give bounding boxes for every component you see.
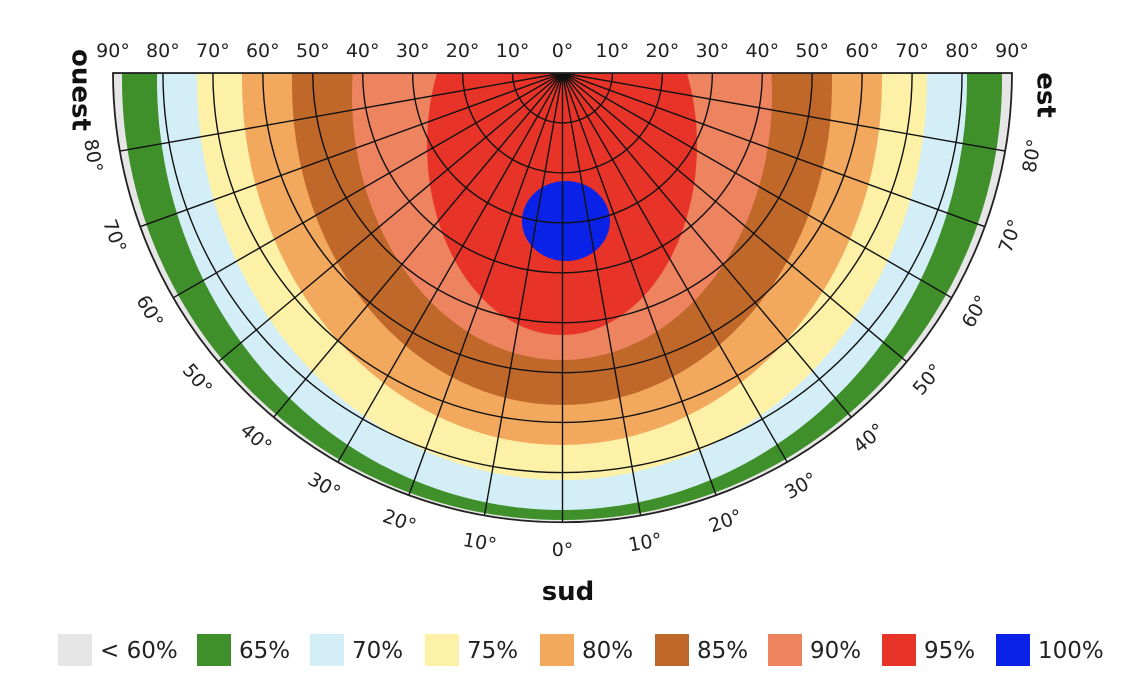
legend-label: 70% bbox=[352, 638, 403, 664]
rim-tick-label: 50° bbox=[909, 360, 948, 400]
azimuth-line bbox=[561, 73, 642, 516]
legend-label: 100% bbox=[1038, 638, 1104, 664]
legend-label: 95% bbox=[924, 638, 975, 664]
top-tick-label: 60° bbox=[246, 40, 280, 62]
azimuth-line bbox=[561, 73, 852, 418]
top-tick-label: 10° bbox=[596, 40, 630, 62]
rim-tick-label: 40° bbox=[849, 419, 889, 458]
azimuth-line bbox=[562, 73, 953, 299]
legend-swatch bbox=[655, 634, 689, 666]
legend-swatch bbox=[882, 634, 916, 666]
rim-tick-label: 70° bbox=[995, 217, 1027, 256]
rim-tick-label: 30° bbox=[781, 468, 821, 504]
top-tick-label: 70° bbox=[895, 40, 929, 62]
rim-tick-label: 10° bbox=[627, 529, 664, 557]
rim-tick-label: 70° bbox=[98, 217, 130, 256]
azimuth-line bbox=[273, 73, 564, 418]
rim-tick-label: 80° bbox=[1018, 137, 1046, 174]
legend-swatch bbox=[197, 634, 231, 666]
rim-tick-label: 80° bbox=[79, 137, 107, 174]
legend-label: < 60% bbox=[100, 638, 178, 664]
top-tick-label: 10° bbox=[496, 40, 530, 62]
zone-100 bbox=[522, 181, 610, 261]
rim-tick-label: 30° bbox=[304, 468, 344, 504]
top-tick-label: 80° bbox=[146, 40, 180, 62]
rim-tick-label: 40° bbox=[236, 419, 276, 458]
top-tick-label: 30° bbox=[396, 40, 430, 62]
top-tick-label: 0° bbox=[552, 40, 574, 62]
legend-label: 90% bbox=[810, 638, 861, 664]
legend-swatch bbox=[768, 634, 802, 666]
top-tick-label: 30° bbox=[695, 40, 729, 62]
legend-swatch bbox=[58, 634, 92, 666]
legend-swatch bbox=[425, 634, 459, 666]
azimuth-line bbox=[562, 73, 1006, 152]
diagram-outline bbox=[112, 72, 1013, 524]
top-tick-label: 50° bbox=[296, 40, 330, 62]
azimuth-line bbox=[562, 73, 908, 363]
azimuth-line bbox=[561, 73, 717, 496]
azimuth-line bbox=[139, 73, 563, 228]
azimuth-line bbox=[217, 73, 563, 363]
azimuth-line bbox=[561, 73, 788, 463]
rim-tick-label: 50° bbox=[178, 360, 217, 400]
top-tick-label: 80° bbox=[945, 40, 979, 62]
legend-label: 65% bbox=[239, 638, 290, 664]
top-tick-label: 90° bbox=[96, 40, 130, 62]
rim-tick-label: 60° bbox=[958, 291, 994, 331]
legend-label: 75% bbox=[467, 638, 518, 664]
top-tick-label: 90° bbox=[995, 40, 1029, 62]
top-tick-label: 20° bbox=[446, 40, 480, 62]
rim-tick-label: 0° bbox=[552, 539, 574, 561]
azimuth-line bbox=[562, 73, 986, 228]
azimuth-line bbox=[172, 73, 563, 299]
legend-label: 85% bbox=[697, 638, 748, 664]
legend-label: 80% bbox=[582, 638, 633, 664]
top-tick-labels: 90° 80° 70° 60° 50° 40° 30° 20° 10° 0° 10° 20° 30° 40… bbox=[96, 40, 1029, 62]
rim-tick-label: 10° bbox=[461, 529, 498, 557]
top-tick-label: 70° bbox=[196, 40, 230, 62]
legend-swatch bbox=[310, 634, 344, 666]
legend: < 60% 65% 70% 75% 80% 85% 90% 95% 100% bbox=[58, 634, 1104, 666]
legend-swatch bbox=[996, 634, 1030, 666]
top-tick-label: 20° bbox=[646, 40, 680, 62]
azimuth-line bbox=[119, 73, 563, 152]
top-tick-label: 60° bbox=[845, 40, 879, 62]
rim-tick-label: 60° bbox=[131, 291, 167, 331]
rim-tick-label: 20° bbox=[380, 505, 419, 537]
east-label: est bbox=[1031, 72, 1061, 118]
azimuth-line bbox=[408, 73, 564, 496]
top-tick-label: 50° bbox=[795, 40, 829, 62]
rim-tick-label: 20° bbox=[706, 505, 745, 537]
south-label: sud bbox=[542, 577, 595, 607]
azimuth-line bbox=[483, 73, 564, 516]
west-label: ouest bbox=[66, 49, 96, 131]
azimuth-line bbox=[337, 73, 564, 463]
legend-swatch bbox=[540, 634, 574, 666]
top-tick-label: 40° bbox=[745, 40, 779, 62]
top-tick-label: 40° bbox=[346, 40, 380, 62]
